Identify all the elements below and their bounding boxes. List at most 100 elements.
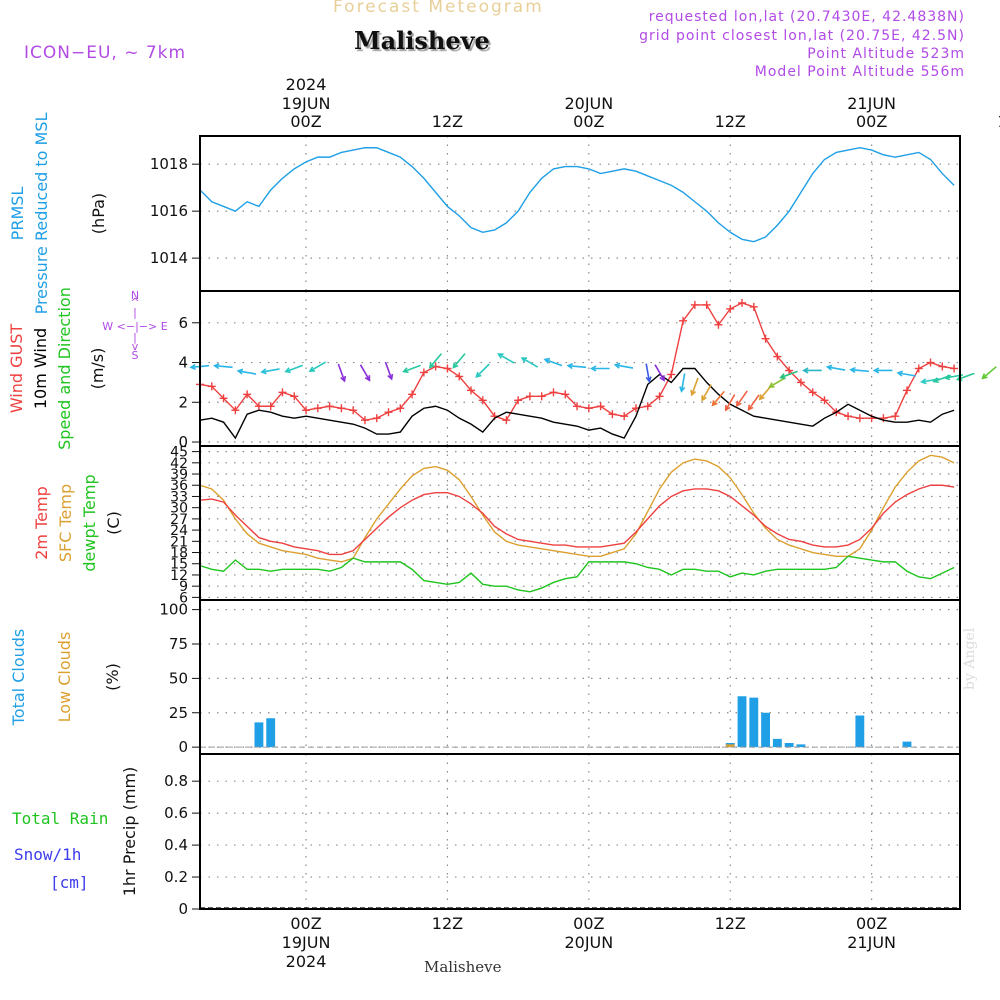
gust-marker [502,416,511,425]
y-tick-label: 42 [170,456,188,472]
series-line-prmsl [199,147,955,243]
wind-arrow [654,364,665,382]
wind-arrow-shaft [897,372,916,377]
gust-marker [525,392,534,401]
gust-marker [596,402,605,411]
wind-arrow-head [779,373,786,380]
wind-arrow-shaft [498,353,515,364]
wind-arrow [896,370,916,377]
cloud-bar-total [784,743,794,748]
y-tick-label: 0.4 [164,836,188,854]
wind-arrow [802,367,822,374]
y-tick-label: 21 [170,534,188,550]
bottom-day-label: 19JUN [282,933,331,952]
wind-arrow-shaft [747,394,760,411]
faded-title: Forecast Meteogram [333,0,544,17]
wind-arrow-shaft [429,353,443,368]
wind-arrow-shaft [214,364,233,369]
gust-marker [608,410,617,419]
gust-marker [820,396,829,405]
gust-marker [584,404,593,413]
panel-frame [199,445,961,601]
y-tick-label: 27 [170,512,188,528]
cloud-bar-total [796,744,806,748]
top-day-label: 19JUN [282,94,331,113]
wind-arrow [872,367,893,374]
series-line-dewpt-temp [199,555,955,593]
compass-s-bar: | [133,331,137,344]
wind-arrow-shaft [403,364,421,373]
y-tick-label: 39 [170,467,188,483]
y-tick-label: 2 [178,393,188,411]
top-day-label: 20JUN [564,94,613,113]
wind-arrow-head [896,370,904,377]
panel-label: Total Clouds [9,629,28,727]
bottom-time-label: 00Z [573,914,604,933]
wind-arrow [308,361,327,372]
gust-marker [278,388,287,397]
top-day-label: 21JUN [847,94,896,113]
wind-arrow-shaft [544,358,563,367]
location-title: Malisheve [354,26,490,55]
y-tick-label: 0 [178,738,188,756]
compass-we: W <−|−> E [102,320,167,333]
cloud-bar-total [737,696,747,748]
y-tick-label: 0.2 [164,868,188,886]
wind-arrow [359,364,371,382]
wind-arrow [212,362,233,370]
wind-arrow-shaft [452,353,466,368]
gust-marker [620,412,629,421]
wind-arrow [520,357,539,368]
gust-marker [573,402,582,411]
gust-marker [325,402,334,411]
snow-unit-label: [cm] [50,873,89,892]
wind-arrow-head [387,373,394,381]
wind-arrow [497,353,515,364]
wind-arrow [589,365,610,372]
gust-marker [714,320,723,329]
wind-arrow-head [920,378,927,385]
top-year-label: 2024 [286,75,327,94]
wind-arrow-head [758,394,765,401]
wind-arrow-head [189,363,196,371]
y-tick-label: 0.6 [164,804,188,822]
gust-marker [690,300,699,309]
compass-s: S [132,349,139,362]
gust-marker [231,406,240,415]
gust-marker [902,386,911,395]
wind-arrow-shaft [701,384,712,401]
wind-arrow-head [932,377,939,384]
bottom-time-label: 00Z [856,914,887,933]
wind-arrow [735,390,748,408]
gust-marker [266,402,275,411]
wind-arrow-head [402,367,409,374]
wind-arrow-shaft [238,370,257,375]
wind-arrow-head [452,362,459,369]
compass-s-arrow: v [132,340,139,353]
gust-marker [726,304,735,313]
wind-arrow [260,368,280,375]
y-tick-label: 1014 [150,249,188,267]
panel-unit: (C) [104,511,123,535]
cloud-bar-total [266,718,276,748]
cloud-bar-total [749,697,759,748]
wind-arrow [701,384,712,402]
wind-arrow-head [747,404,754,412]
bottom-day-label: 21JUN [847,933,896,952]
requested-coords: requested lon,lat (20.7430E, 42.4838N) [648,9,965,25]
wind-arrow-shaft [285,364,303,373]
model-label: ICON−EU, ~ 7km [24,43,187,63]
y-tick-label: 12 [170,568,188,584]
wind-arrow-shaft [780,370,798,379]
wind-arrow-shaft [337,363,346,382]
wind-arrow-shaft [691,377,699,396]
y-tick-label: 24 [170,523,188,539]
wind-arrow [613,362,634,369]
wind-arrow-shaft [359,364,371,381]
y-tick-label: 1016 [150,202,188,220]
wind-arrow [849,366,869,374]
wind-arrow [402,364,421,374]
bottom-time-label: 00Z [290,914,321,933]
wind-arrow-head [679,386,686,393]
